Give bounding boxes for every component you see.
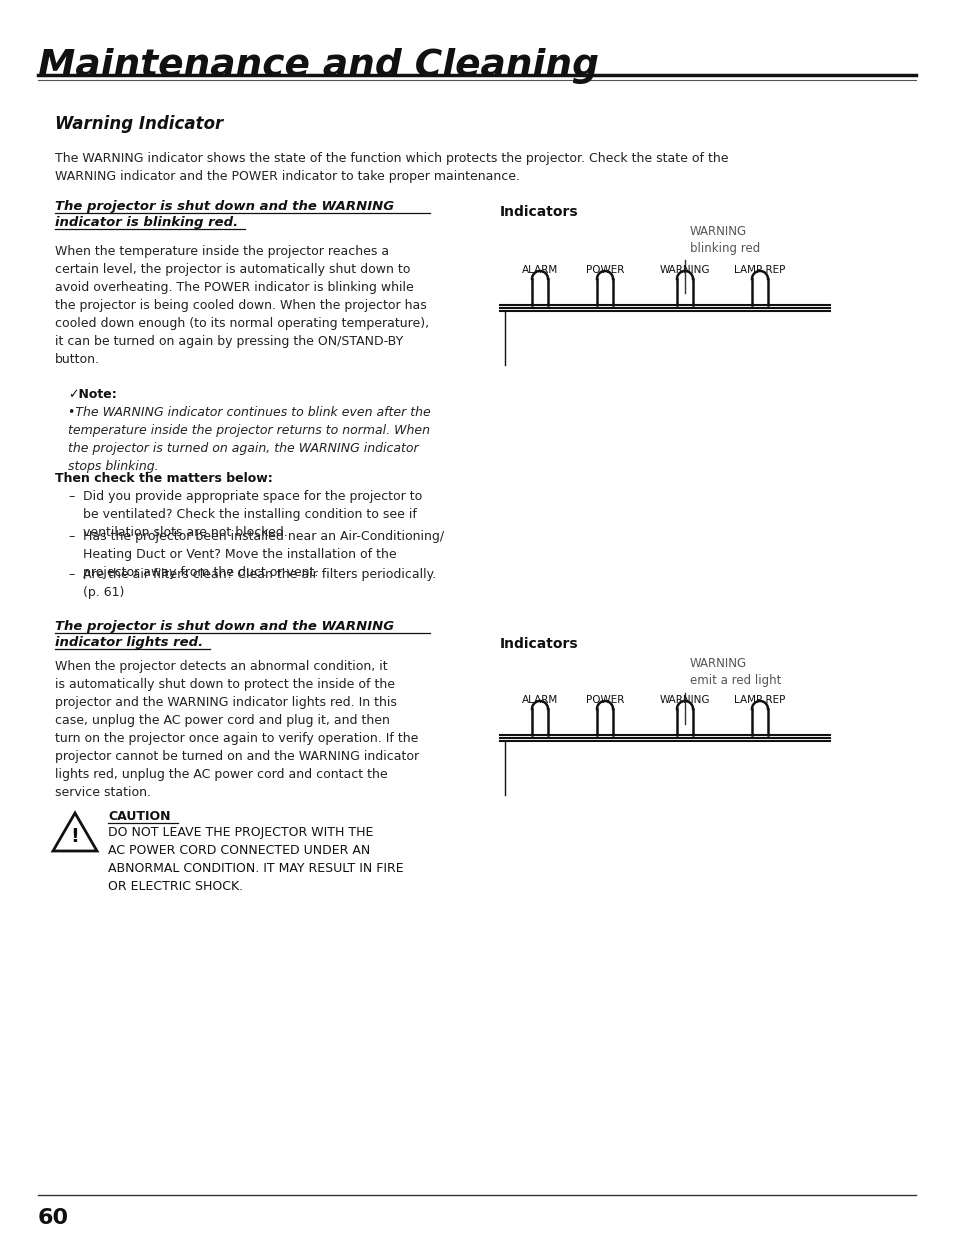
- Text: Did you provide appropriate space for the projector to
be ventilated? Check the : Did you provide appropriate space for th…: [83, 490, 422, 538]
- Text: Maintenance and Cleaning: Maintenance and Cleaning: [38, 48, 598, 84]
- Text: –: –: [68, 568, 74, 580]
- Text: •The WARNING indicator continues to blink even after the
temperature inside the : •The WARNING indicator continues to blin…: [68, 406, 431, 473]
- Text: The WARNING indicator shows the state of the function which protects the project: The WARNING indicator shows the state of…: [55, 152, 728, 183]
- Text: ALARM: ALARM: [521, 266, 558, 275]
- Text: POWER: POWER: [585, 695, 623, 705]
- Text: WARNING: WARNING: [659, 266, 709, 275]
- Text: Are the air filters clean? Clean the air filters periodically.
(p. 61): Are the air filters clean? Clean the air…: [83, 568, 436, 599]
- Text: LAMP REP: LAMP REP: [734, 695, 785, 705]
- Text: POWER: POWER: [585, 266, 623, 275]
- Text: The projector is shut down and the WARNING: The projector is shut down and the WARNI…: [55, 200, 394, 212]
- Text: LAMP REP: LAMP REP: [734, 266, 785, 275]
- Text: ALARM: ALARM: [521, 695, 558, 705]
- Text: indicator lights red.: indicator lights red.: [55, 636, 203, 650]
- Text: WARNING
emit a red light: WARNING emit a red light: [689, 657, 781, 687]
- Text: Warning Indicator: Warning Indicator: [55, 115, 223, 133]
- Text: –: –: [68, 530, 74, 543]
- Text: 60: 60: [38, 1208, 69, 1228]
- Text: When the projector detects an abnormal condition, it
is automatically shut down : When the projector detects an abnormal c…: [55, 659, 418, 799]
- Text: ✓Note:: ✓Note:: [68, 388, 116, 401]
- Text: DO NOT LEAVE THE PROJECTOR WITH THE
AC POWER CORD CONNECTED UNDER AN
ABNORMAL CO: DO NOT LEAVE THE PROJECTOR WITH THE AC P…: [108, 826, 403, 893]
- Text: indicator is blinking red.: indicator is blinking red.: [55, 216, 238, 228]
- Text: !: !: [71, 826, 79, 846]
- Text: Indicators: Indicators: [499, 205, 578, 219]
- Text: Indicators: Indicators: [499, 637, 578, 651]
- Text: CAUTION: CAUTION: [108, 810, 171, 823]
- Text: Has the projector been installed near an Air-Conditioning/
Heating Duct or Vent?: Has the projector been installed near an…: [83, 530, 444, 579]
- Text: WARNING: WARNING: [659, 695, 709, 705]
- Text: WARNING
blinking red: WARNING blinking red: [689, 225, 760, 254]
- Text: –: –: [68, 490, 74, 503]
- Text: Then check the matters below:: Then check the matters below:: [55, 472, 273, 485]
- Text: When the temperature inside the projector reaches a
certain level, the projector: When the temperature inside the projecto…: [55, 245, 429, 366]
- Text: The projector is shut down and the WARNING: The projector is shut down and the WARNI…: [55, 620, 394, 634]
